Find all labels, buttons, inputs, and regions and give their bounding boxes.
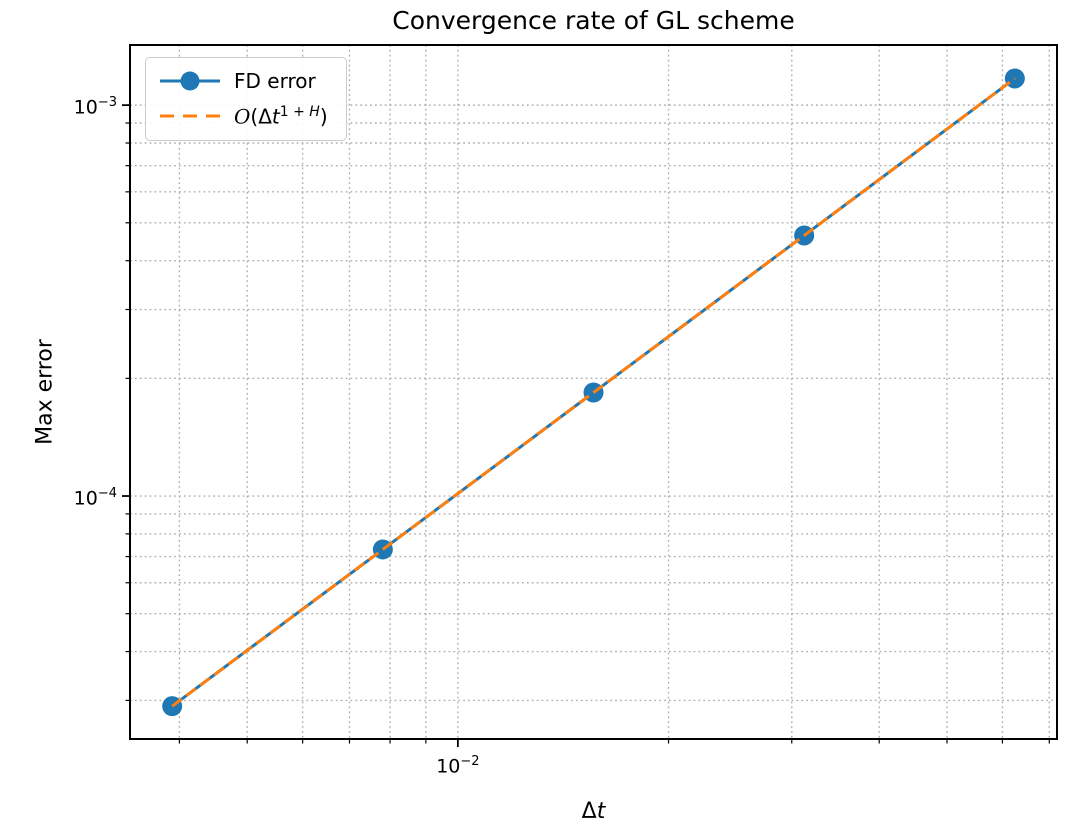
legend-swatch-fd-error-icon (160, 71, 220, 91)
reference-line (171, 77, 1016, 708)
legend-label-fd-error: FD error (234, 69, 316, 93)
x-axis-label: Δt (130, 799, 1057, 824)
x-tick-label: 10−2 (436, 754, 480, 778)
legend: FD error O(Δt1 + H) (145, 57, 347, 141)
legend-label-reference: O(Δt1 + H) (234, 104, 328, 129)
chart-title: Convergence rate of GL scheme (392, 6, 795, 35)
x-axis-label-var: t (596, 799, 606, 824)
legend-ref-open: (Δ (250, 104, 272, 129)
legend-swatch-reference-icon (160, 114, 220, 118)
legend-ref-var: t (271, 104, 280, 129)
legend-ref-sup-var: H (309, 104, 320, 120)
axes-frame (129, 44, 1058, 740)
legend-ref-sup-num: 1 + (279, 104, 310, 120)
y-tick-label: 10−4 (73, 486, 117, 510)
legend-ref-bigO: O (234, 104, 251, 129)
y-tick-label: 10−3 (73, 95, 117, 119)
x-axis-label-delta: Δ (581, 799, 597, 824)
legend-item-reference: O(Δt1 + H) (159, 104, 328, 129)
legend-item-fd-error: FD error (159, 69, 328, 93)
legend-ref-close: ) (319, 104, 328, 129)
